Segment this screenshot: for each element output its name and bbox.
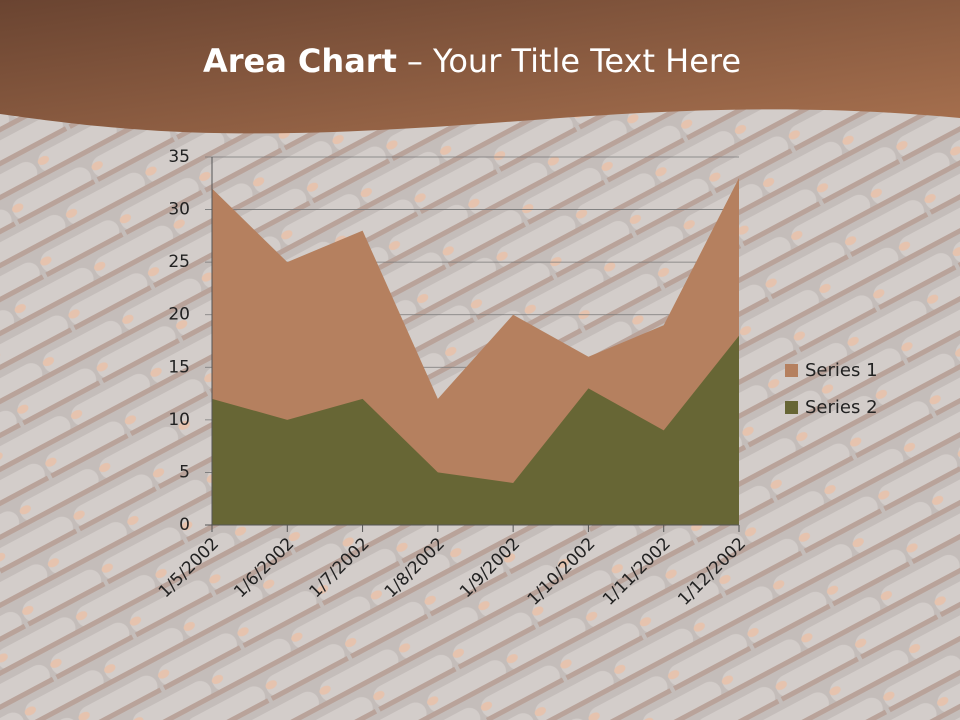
title-bold: Area Chart: [203, 42, 397, 80]
y-tick-label: 20: [168, 305, 190, 325]
legend-swatch: [785, 401, 798, 414]
y-tick-label: 35: [168, 147, 190, 167]
y-tick-label: 25: [168, 252, 190, 272]
y-tick-label: 15: [168, 357, 190, 377]
slide-title: Area Chart – Your Title Text Here: [203, 42, 741, 80]
legend-label: Series 1: [805, 360, 878, 381]
header-band: [0, 0, 960, 134]
title-rest: – Your Title Text Here: [407, 42, 741, 80]
y-tick-label: 30: [168, 200, 190, 220]
legend-label: Series 2: [805, 397, 878, 418]
y-tick-label: 5: [179, 462, 190, 482]
y-tick-label: 10: [168, 410, 190, 430]
legend-swatch: [785, 364, 798, 377]
y-tick-label: 0: [179, 515, 190, 535]
area: [212, 335, 739, 525]
